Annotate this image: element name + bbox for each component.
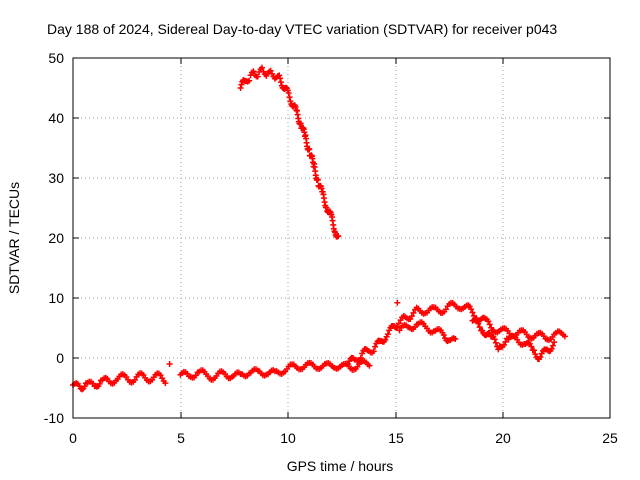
data-point [408, 313, 415, 320]
data-point [267, 67, 274, 74]
data-point [394, 299, 401, 306]
data-point [468, 306, 475, 313]
y-ticks [73, 57, 610, 419]
x-axis-label: GPS time / hours [287, 458, 394, 474]
data-point [479, 327, 486, 334]
data-point [528, 343, 535, 350]
data-point [537, 353, 544, 360]
data-point [475, 320, 482, 327]
data-point [276, 72, 283, 79]
data-point [238, 81, 245, 88]
data-point [532, 351, 539, 358]
data-point [246, 77, 253, 84]
data-point [162, 380, 169, 387]
gridlines [73, 58, 610, 418]
series-arc-rise-lower [396, 319, 459, 345]
data-point [254, 73, 261, 80]
data-point [440, 332, 447, 339]
y-tick-label: -10 [44, 410, 64, 426]
data-points [70, 64, 568, 393]
x-tick-label: 25 [602, 430, 618, 446]
data-point [250, 68, 257, 75]
x-tick-labels: 0 5 10 15 20 25 [69, 430, 618, 446]
series-arc-low-mid [177, 358, 373, 383]
data-point [287, 98, 294, 105]
data-point [491, 336, 498, 343]
data-point [370, 348, 377, 355]
y-tick-label: 40 [48, 110, 64, 126]
data-point [486, 329, 493, 336]
data-point [237, 85, 244, 91]
data-point [81, 383, 88, 390]
x-tick-label: 15 [388, 430, 404, 446]
x-ticks [72, 58, 611, 418]
data-point [452, 335, 459, 342]
data-point [372, 343, 379, 350]
data-point [394, 323, 401, 330]
data-point [395, 320, 402, 327]
data-point [548, 345, 555, 352]
y-tick-label: 10 [48, 290, 64, 306]
y-tick-label: 20 [48, 230, 64, 246]
y-tick-label: 50 [48, 50, 64, 66]
data-point [286, 94, 293, 101]
data-point [489, 333, 496, 340]
series-arc-late-lower [469, 316, 558, 363]
series-arc-rise [344, 299, 568, 367]
data-point [549, 342, 556, 349]
data-point [259, 64, 266, 71]
y-tick-label: 30 [48, 170, 64, 186]
series-arc-low-main [70, 370, 169, 393]
data-point [306, 145, 313, 152]
data-point [366, 362, 373, 369]
x-tick-label: 5 [177, 430, 185, 446]
data-point [335, 232, 342, 239]
data-point [486, 321, 493, 328]
data-point [382, 336, 389, 343]
data-point [469, 309, 476, 316]
data-point [285, 90, 292, 97]
series-arc-high [237, 64, 342, 240]
y-axis-label: SDTVAR / TECUs [6, 182, 22, 294]
data-point [357, 354, 364, 361]
data-point [476, 324, 483, 331]
data-point [277, 79, 284, 86]
x-tick-label: 10 [280, 430, 296, 446]
data-point [384, 331, 391, 338]
data-point [492, 339, 499, 346]
data-point [485, 318, 492, 325]
data-point [502, 338, 509, 345]
data-point [530, 347, 537, 354]
series-isolated [166, 299, 401, 367]
data-point [277, 75, 284, 82]
data-point [410, 309, 417, 316]
data-point [561, 333, 568, 340]
x-tick-label: 20 [495, 430, 511, 446]
data-point [166, 361, 173, 367]
y-tick-label: 0 [56, 350, 64, 366]
data-point [314, 176, 321, 183]
y-tick-labels: -10 0 10 20 30 40 50 [44, 50, 64, 426]
chart-title: Day 188 of 2024, Sidereal Day-to-day VTE… [47, 21, 557, 37]
data-point [131, 376, 138, 383]
x-tick-label: 0 [69, 430, 77, 446]
data-point [96, 380, 103, 387]
data-point [551, 339, 558, 346]
